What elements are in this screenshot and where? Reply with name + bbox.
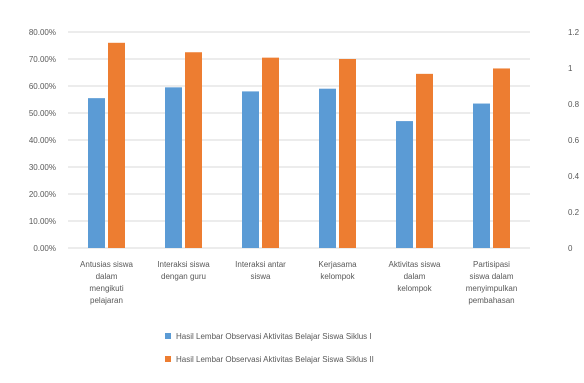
bar-siklus-1 <box>165 87 182 248</box>
y-axis-tick-label: 60.00% <box>29 82 56 91</box>
bar-siklus-2 <box>108 42 125 248</box>
legend-label: Hasil Lembar Observasi Aktivitas Belajar… <box>176 355 374 364</box>
x-axis-category-label: dengan guru <box>161 272 206 281</box>
y-axis-tick-label: 50.00% <box>29 109 56 118</box>
bar-siklus-1 <box>88 98 105 249</box>
y-axis-tick-label: 0.00% <box>33 244 56 253</box>
secondary-y-axis-tick-label: 0.2 <box>568 208 580 217</box>
y-axis-tick-label: 40.00% <box>29 136 56 145</box>
bar-siklus-2 <box>416 73 433 248</box>
secondary-y-axis-tick-label: 0 <box>568 244 573 253</box>
secondary-y-axis-tick-label: 0.6 <box>568 136 580 145</box>
x-axis-category-label: pelajaran <box>90 296 123 305</box>
x-axis-category-label: Aktivitas siswa <box>388 260 441 269</box>
bar-siklus-1 <box>319 88 336 248</box>
y-axis-tick-label: 80.00% <box>29 28 56 37</box>
bar-siklus-2 <box>262 57 279 249</box>
bar-siklus-2 <box>493 68 510 248</box>
x-axis-category-label: menyimpulkan <box>466 284 518 293</box>
bar-siklus-2 <box>185 52 202 248</box>
legend-swatch-2 <box>165 356 171 362</box>
x-axis-category-label: kelompok <box>320 272 355 281</box>
secondary-y-axis-tick-label: 0.8 <box>568 100 580 109</box>
x-axis-category-label: Kerjasama <box>318 260 357 269</box>
x-axis-category-label: Antusias siswa <box>80 260 133 269</box>
x-axis-category-label: siswa dalam <box>469 272 513 281</box>
secondary-y-axis-tick-label: 1 <box>568 64 573 73</box>
y-axis-tick-label: 30.00% <box>29 163 56 172</box>
x-axis-category-label: pembahasan <box>468 296 514 305</box>
x-axis-category-label: Partisipasi <box>473 260 510 269</box>
x-axis-category-label: Interaksi siswa <box>157 260 210 269</box>
bar-siklus-1 <box>473 103 490 248</box>
bar-siklus-1 <box>396 121 413 248</box>
secondary-y-axis-tick-label: 1.2 <box>568 28 580 37</box>
x-axis-category-label: dalam <box>404 272 426 281</box>
y-axis-tick-label: 10.00% <box>29 217 56 226</box>
secondary-y-axis-tick-label: 0.4 <box>568 172 580 181</box>
x-axis-category-label: Interaksi antar <box>235 260 286 269</box>
x-axis-category-label: mengikuti <box>89 284 123 293</box>
bar-siklus-2 <box>339 59 356 248</box>
x-axis-category-label: siswa <box>250 272 271 281</box>
x-axis-category-label: kelompok <box>397 284 432 293</box>
x-axis-category-label: dalam <box>96 272 118 281</box>
legend-swatch-1 <box>165 333 171 339</box>
y-axis-tick-label: 70.00% <box>29 55 56 64</box>
legend-label: Hasil Lembar Observasi Aktivitas Belajar… <box>176 332 372 341</box>
bar-siklus-1 <box>242 91 259 249</box>
y-axis-tick-label: 20.00% <box>29 190 56 199</box>
